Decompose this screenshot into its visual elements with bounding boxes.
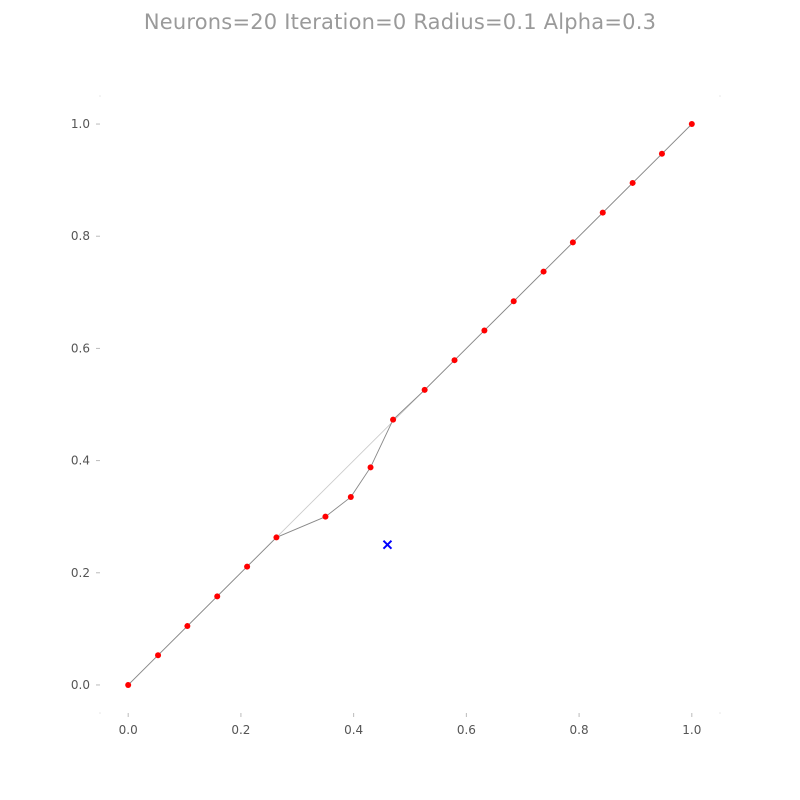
sample-marker: [382, 540, 393, 550]
neuron-point: [273, 534, 280, 541]
y-tick-label: 0.2: [71, 566, 90, 580]
frame-corner: [99, 712, 101, 714]
chart-title: Neurons=20 Iteration=0 Radius=0.1 Alpha=…: [143, 10, 657, 34]
neuron-point: [658, 150, 665, 157]
y-axis: 0.0 0.2 0.4 0.6 0.8 1.0: [71, 117, 100, 692]
x-tick-label: 0.4: [344, 723, 363, 737]
neuron-point: [481, 327, 488, 334]
y-tick-label: 1.0: [71, 117, 90, 131]
neuron-point: [184, 623, 191, 630]
frame-corner: [719, 95, 721, 97]
x-tick-label: 0.6: [457, 723, 476, 737]
neuron-points: [125, 121, 695, 688]
x-tick-label: 1.0: [682, 723, 701, 737]
neuron-point: [421, 386, 428, 393]
neuron-point: [322, 513, 329, 520]
sample-point: [382, 540, 393, 550]
axes-frame: [99, 95, 721, 714]
neuron-point: [244, 563, 251, 570]
frame-corner: [719, 712, 721, 714]
neuron-point: [125, 681, 132, 688]
y-tick-label: 0.8: [71, 229, 90, 243]
frame-corner: [99, 95, 101, 97]
neuron-point: [510, 298, 517, 305]
x-tick-label: 0.0: [119, 723, 138, 737]
neuron-point: [155, 652, 162, 659]
neuron-point: [629, 179, 636, 186]
neuron-point: [214, 593, 221, 600]
neuron-point: [599, 209, 606, 216]
neuron-point: [451, 357, 458, 364]
neuron-point: [367, 464, 374, 471]
neuron-chain-line: [127, 123, 693, 686]
x-tick-label: 0.8: [570, 723, 589, 737]
neuron-point: [569, 239, 576, 246]
neuron-point: [540, 268, 547, 275]
x-tick-label: 0.2: [231, 723, 250, 737]
y-tick-label: 0.0: [71, 678, 90, 692]
neuron-point: [688, 121, 695, 128]
y-tick-label: 0.6: [71, 341, 90, 355]
neuron-point: [390, 416, 397, 423]
neuron-chain: [127, 123, 693, 686]
x-axis: 0.0 0.2 0.4 0.6 0.8 1.0: [119, 713, 701, 737]
neuron-point: [347, 494, 354, 501]
y-tick-label: 0.4: [71, 454, 90, 468]
